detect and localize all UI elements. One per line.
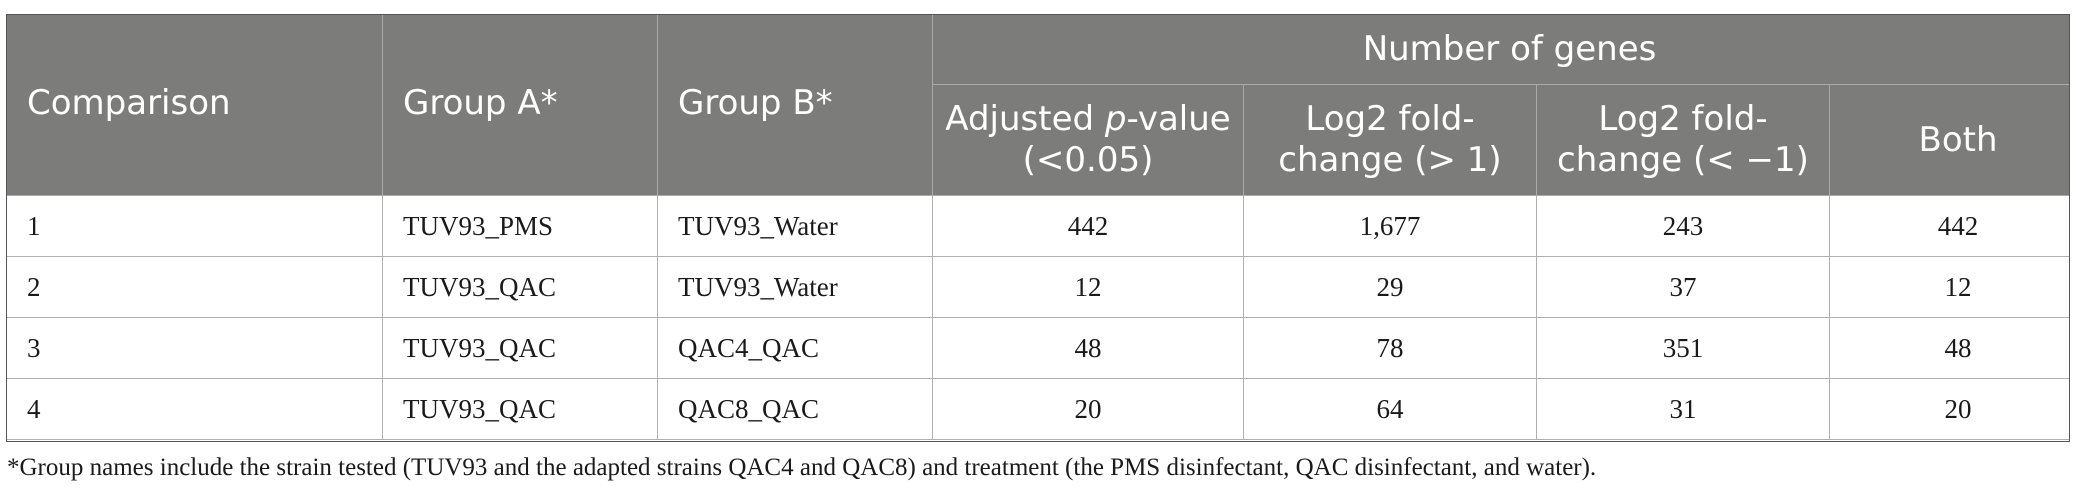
cell-adjusted-p-value: 12 bbox=[932, 256, 1244, 318]
cell-log2-fold-change-up: 1,677 bbox=[1243, 195, 1537, 257]
header-log2-fold-change-up: Log2 fold-change (> 1) bbox=[1243, 84, 1537, 196]
cell-group-a: TUV93_QAC bbox=[382, 317, 658, 379]
cell-group-a: TUV93_QAC bbox=[382, 378, 658, 440]
genes-comparison-table: Comparison Group A* Group B* Number of g… bbox=[7, 15, 2069, 440]
cell-group-b: QAC4_QAC bbox=[657, 317, 933, 379]
cell-log2-fold-change-down: 351 bbox=[1536, 317, 1830, 379]
header-log2-fold-change-down: Log2 fold-change (< −1) bbox=[1536, 84, 1830, 196]
table-row: 1 TUV93_PMS TUV93_Water 442 1,677 243 44… bbox=[7, 195, 2069, 257]
cell-group-a: TUV93_PMS bbox=[382, 195, 658, 257]
cell-adjusted-p-value: 48 bbox=[932, 317, 1244, 379]
cell-log2-fold-change-up: 64 bbox=[1243, 378, 1537, 440]
cell-group-b: QAC8_QAC bbox=[657, 378, 933, 440]
cell-group-a: TUV93_QAC bbox=[382, 256, 658, 318]
cell-group-b: TUV93_Water bbox=[657, 195, 933, 257]
table-row: 4 TUV93_QAC QAC8_QAC 20 64 31 20 bbox=[7, 378, 2069, 440]
cell-adjusted-p-value: 20 bbox=[932, 378, 1244, 440]
header-adjusted-p-value: Adjusted p-value (<0.05) bbox=[932, 84, 1244, 196]
cell-both: 12 bbox=[1828, 256, 2069, 318]
cell-both: 48 bbox=[1828, 317, 2069, 379]
table-row: 2 TUV93_QAC TUV93_Water 12 29 37 12 bbox=[7, 256, 2069, 318]
header-number-of-genes: Number of genes bbox=[931, 15, 2069, 85]
cell-log2-fold-change-up: 29 bbox=[1243, 256, 1537, 318]
cell-log2-fold-change-down: 31 bbox=[1536, 378, 1830, 440]
cell-log2-fold-change-down: 243 bbox=[1536, 195, 1830, 257]
cell-adjusted-p-value: 442 bbox=[932, 195, 1244, 257]
cell-log2-fold-change-down: 37 bbox=[1536, 256, 1830, 318]
header-group-a: Group A* bbox=[382, 15, 658, 196]
table-body: 1 TUV93_PMS TUV93_Water 442 1,677 243 44… bbox=[7, 195, 2069, 440]
cell-comparison: 3 bbox=[7, 317, 383, 379]
data-table-frame: Comparison Group A* Group B* Number of g… bbox=[6, 14, 2070, 442]
table-header: Comparison Group A* Group B* Number of g… bbox=[7, 15, 2069, 196]
cell-comparison: 2 bbox=[7, 256, 383, 318]
cell-group-b: TUV93_Water bbox=[657, 256, 933, 318]
table-footnote: *Group names include the strain tested (… bbox=[7, 454, 1597, 481]
header-group-b: Group B* bbox=[657, 15, 933, 196]
header-comparison: Comparison bbox=[7, 15, 383, 196]
header-both: Both bbox=[1828, 84, 2069, 196]
cell-both: 442 bbox=[1828, 195, 2069, 257]
cell-log2-fold-change-up: 78 bbox=[1243, 317, 1537, 379]
cell-comparison: 1 bbox=[7, 195, 383, 257]
cell-comparison: 4 bbox=[7, 378, 383, 440]
cell-both: 20 bbox=[1828, 378, 2069, 440]
table-row: 3 TUV93_QAC QAC4_QAC 48 78 351 48 bbox=[7, 317, 2069, 379]
